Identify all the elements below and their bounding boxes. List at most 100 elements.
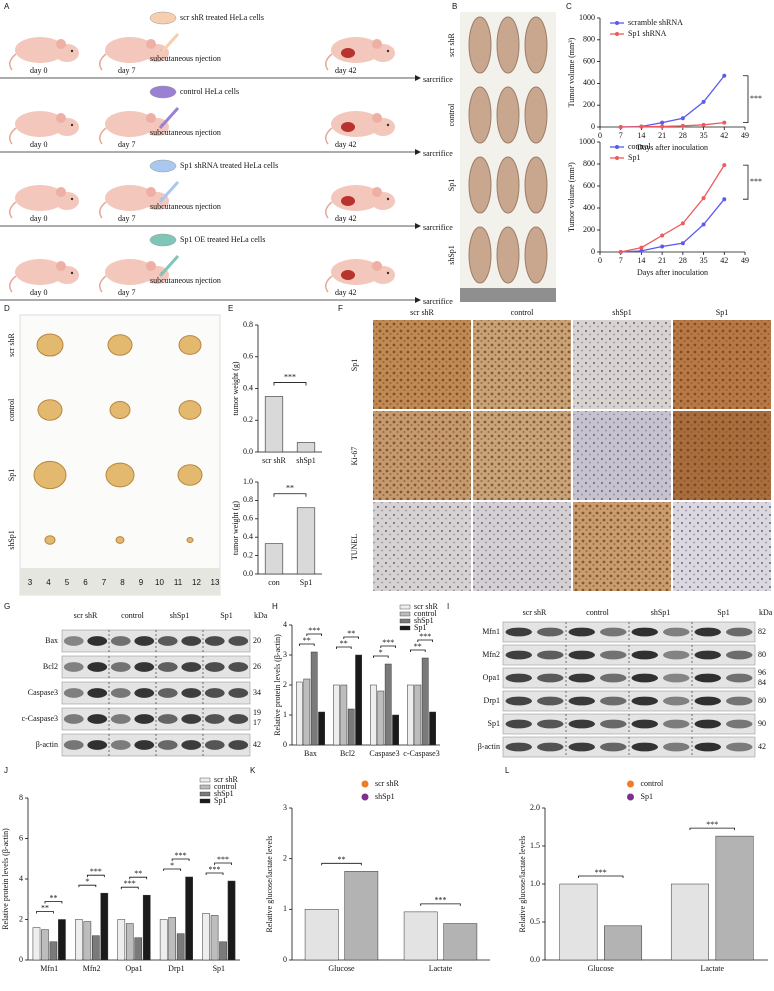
label: Sp1: [7, 469, 16, 481]
arrow-head: [415, 297, 421, 303]
blot-band: [181, 740, 202, 750]
blot-band: [157, 714, 178, 724]
ihc-texture: [673, 411, 771, 500]
blot-band: [204, 636, 225, 646]
tumor: [341, 270, 355, 280]
blot-band: [110, 688, 131, 698]
significance: **: [134, 869, 142, 878]
mouse: [99, 111, 169, 145]
significance-bracket: [44, 901, 63, 904]
label: day 7: [118, 288, 136, 297]
label: sarcrifice: [423, 297, 453, 306]
arrow-head: [415, 149, 421, 155]
blot-band: [228, 740, 249, 750]
significance: ***: [124, 879, 136, 888]
point: [722, 73, 727, 78]
blot-band: [663, 650, 690, 660]
label: 13: [211, 578, 220, 587]
blot-band: [228, 636, 249, 646]
label: I: [447, 602, 449, 611]
label: day 0: [30, 140, 48, 149]
mouse-photo: [496, 226, 520, 284]
blot-band: [726, 650, 753, 660]
significance-bracket: [306, 633, 322, 636]
blot-band: [694, 673, 721, 683]
label: J: [4, 766, 8, 775]
label: Drp1: [484, 696, 500, 705]
x-tick-label: Lactate: [429, 964, 453, 973]
label: kDa: [254, 611, 268, 620]
x-tick-label: 28: [679, 131, 687, 140]
bar: [355, 654, 362, 746]
ihc-texture: [573, 411, 671, 500]
label: 34: [253, 688, 261, 697]
bar: [264, 396, 284, 453]
blot-band: [228, 662, 249, 672]
legend-marker: [627, 780, 634, 788]
mouse-photo: [468, 226, 492, 284]
y-tick-label: 0.0: [243, 569, 253, 578]
bar: [604, 925, 643, 961]
x-tick-label: Bcl2: [340, 749, 355, 758]
point: [680, 123, 685, 128]
tumor-photo: [36, 333, 64, 357]
x-tick-label: Mfn1: [40, 964, 58, 973]
y-tick-label: 400: [583, 203, 595, 212]
label: day 7: [118, 140, 136, 149]
significance: **: [414, 642, 422, 651]
y-axis-label: Tumor volume (mm³): [567, 162, 576, 232]
mouse-eye: [386, 197, 390, 201]
tumor-photo: [178, 335, 202, 355]
syringe: [158, 254, 180, 278]
bar: [185, 876, 193, 961]
mouse-eye: [70, 271, 74, 275]
label: Bax: [45, 636, 58, 645]
significance: ***: [750, 177, 762, 186]
y-tick-label: 0: [283, 955, 287, 964]
x-tick-label: c-Caspase3: [403, 749, 439, 758]
bar: [49, 941, 58, 961]
significance: **: [303, 636, 311, 645]
blot-band: [228, 688, 249, 698]
significance-bracket: [273, 382, 307, 386]
label: Sp1: [717, 608, 729, 617]
legend-label: scramble shRNA: [628, 18, 683, 27]
blot-band: [663, 719, 690, 729]
significance-bracket: [129, 876, 148, 880]
arrow-head: [415, 75, 421, 81]
mouse-tail: [99, 201, 107, 219]
bar: [227, 880, 236, 961]
legend-label: Sp1: [214, 796, 226, 805]
bar: [340, 684, 348, 746]
y-tick-label: 1000: [579, 137, 595, 146]
significance-bracket: [205, 872, 224, 876]
bar: [58, 919, 66, 961]
significance-bracket: [273, 493, 307, 497]
mouse-eye: [386, 123, 390, 127]
blot-band: [134, 662, 155, 672]
mouse: [325, 37, 395, 71]
label: shSp1: [651, 608, 671, 617]
blot-band: [204, 662, 225, 672]
label: subcutaneous njection: [150, 128, 221, 137]
blot-band: [600, 696, 627, 706]
significance: **: [286, 484, 294, 493]
legend-swatch: [199, 798, 211, 804]
point: [722, 120, 727, 125]
blot-band: [568, 673, 595, 683]
blot-band: [134, 714, 155, 724]
significance: ***: [595, 868, 607, 877]
legend-label: shSp1: [414, 616, 434, 625]
label: subcutaneous njection: [150, 54, 221, 63]
mouse-ear: [146, 39, 156, 49]
x-tick-label: 49: [741, 256, 749, 265]
blot-band: [600, 627, 627, 637]
significance: **: [338, 855, 346, 864]
blot-band: [63, 662, 84, 672]
tumor-photo: [37, 399, 63, 421]
series-line: [620, 164, 725, 253]
ruler: [460, 288, 556, 302]
label: E: [228, 304, 233, 313]
y-tick-label: 0.4: [243, 383, 253, 392]
label: sarcrifice: [423, 223, 453, 232]
